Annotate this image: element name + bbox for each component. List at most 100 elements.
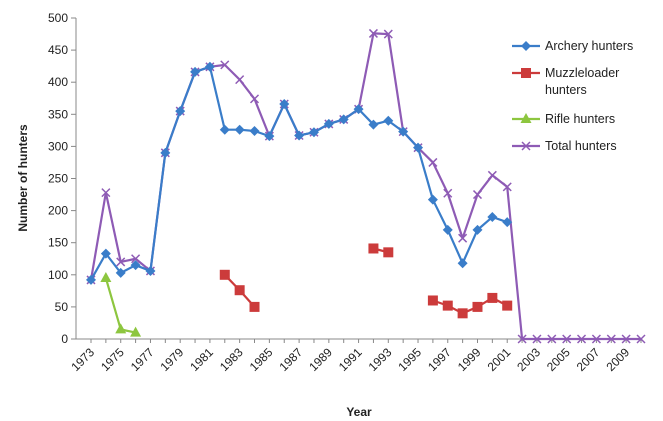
data-point xyxy=(160,147,171,158)
data-point xyxy=(577,334,587,344)
legend-label: Rifle hunters xyxy=(545,112,615,126)
data-point xyxy=(279,99,290,110)
data-point xyxy=(294,130,305,141)
data-point xyxy=(338,114,349,125)
data-point xyxy=(502,217,513,228)
data-point xyxy=(472,190,483,200)
data-point xyxy=(472,224,483,235)
data-point xyxy=(308,127,319,138)
x-tick-label: 1981 xyxy=(187,345,216,374)
data-point-stroke xyxy=(428,157,438,167)
data-point xyxy=(427,295,438,306)
data-point xyxy=(521,41,531,51)
data-point xyxy=(234,285,245,296)
data-point xyxy=(131,254,141,264)
legend-label: Total hunters xyxy=(545,139,617,153)
y-axis-title: Number of hunters xyxy=(16,124,30,232)
x-tick-label: 1991 xyxy=(336,345,365,374)
data-point xyxy=(204,61,215,72)
data-point xyxy=(100,272,112,283)
data-point-stroke xyxy=(443,188,453,198)
data-point xyxy=(606,334,616,344)
data-point xyxy=(86,274,96,285)
data-point xyxy=(368,243,379,254)
x-tick-label: 2005 xyxy=(544,345,573,374)
x-tick-label: 2009 xyxy=(603,345,632,374)
data-point xyxy=(249,94,260,104)
series-rifle-hunters xyxy=(100,272,142,337)
y-tick-label: 400 xyxy=(48,75,68,89)
legend-label: Archery hunters xyxy=(545,39,633,53)
data-point xyxy=(235,75,245,85)
x-tick-label: 1989 xyxy=(306,345,335,374)
data-point-stroke xyxy=(249,94,260,104)
data-point xyxy=(383,115,394,126)
series-muzzleloader-hunters xyxy=(219,243,513,319)
data-point xyxy=(502,182,512,192)
data-point xyxy=(353,104,364,115)
data-point xyxy=(368,119,379,130)
y-tick-label: 0 xyxy=(61,332,68,346)
data-point xyxy=(100,248,111,259)
data-point xyxy=(264,131,275,142)
data-point xyxy=(517,334,527,344)
data-point-stroke xyxy=(636,334,646,344)
data-point xyxy=(621,334,631,344)
data-point-stroke xyxy=(487,170,497,180)
data-point xyxy=(442,300,453,311)
data-point xyxy=(442,224,453,235)
legend-item: Muzzleloader hunters xyxy=(512,66,619,97)
x-tick-label: 2007 xyxy=(574,345,603,374)
data-point xyxy=(521,68,531,78)
x-tick-label: 1999 xyxy=(455,345,484,374)
data-point-stroke xyxy=(621,334,631,344)
y-tick-label: 150 xyxy=(48,236,68,250)
data-point xyxy=(234,124,245,135)
y-tick-label: 50 xyxy=(55,300,69,314)
x-tick-label: 2001 xyxy=(485,345,514,374)
x-tick-label: 1977 xyxy=(128,345,157,374)
data-point xyxy=(502,300,513,311)
data-point xyxy=(472,301,483,312)
legend-item: Rifle hunters xyxy=(512,112,615,126)
y-tick-label: 100 xyxy=(48,268,68,282)
legend-item: Total hunters xyxy=(512,139,617,153)
x-tick-label: 1997 xyxy=(425,345,454,374)
x-tick-label: 1979 xyxy=(158,345,187,374)
data-point xyxy=(520,113,532,123)
data-point xyxy=(190,66,201,77)
data-point-stroke xyxy=(235,75,245,85)
data-point-stroke xyxy=(547,334,557,344)
data-point xyxy=(145,265,156,276)
data-point xyxy=(130,326,142,337)
data-point xyxy=(428,157,438,167)
data-point xyxy=(175,106,186,117)
data-point xyxy=(249,301,260,312)
y-tick-label: 350 xyxy=(48,107,68,121)
data-point-stroke xyxy=(116,257,126,267)
y-tick-label: 500 xyxy=(48,11,68,25)
data-point-stroke xyxy=(532,334,542,344)
data-point-stroke xyxy=(562,334,572,344)
legend-label: hunters xyxy=(545,83,587,97)
x-axis-title: Year xyxy=(346,405,372,419)
data-point xyxy=(443,188,453,198)
data-point xyxy=(413,142,424,153)
data-point xyxy=(398,126,409,137)
y-tick-label: 300 xyxy=(48,139,68,153)
data-point xyxy=(547,334,557,344)
data-point xyxy=(368,28,378,38)
x-tick-label: 2003 xyxy=(514,345,543,374)
data-point xyxy=(636,334,646,344)
data-point xyxy=(383,29,393,39)
data-point xyxy=(487,212,498,223)
series-archery-hunters xyxy=(86,61,513,285)
series-line xyxy=(90,65,508,281)
y-tick-label: 250 xyxy=(48,172,68,186)
data-point-stroke xyxy=(502,182,512,192)
y-tick-label: 200 xyxy=(48,204,68,218)
data-point-stroke xyxy=(521,141,531,151)
data-point xyxy=(323,118,334,129)
data-point xyxy=(101,188,111,198)
